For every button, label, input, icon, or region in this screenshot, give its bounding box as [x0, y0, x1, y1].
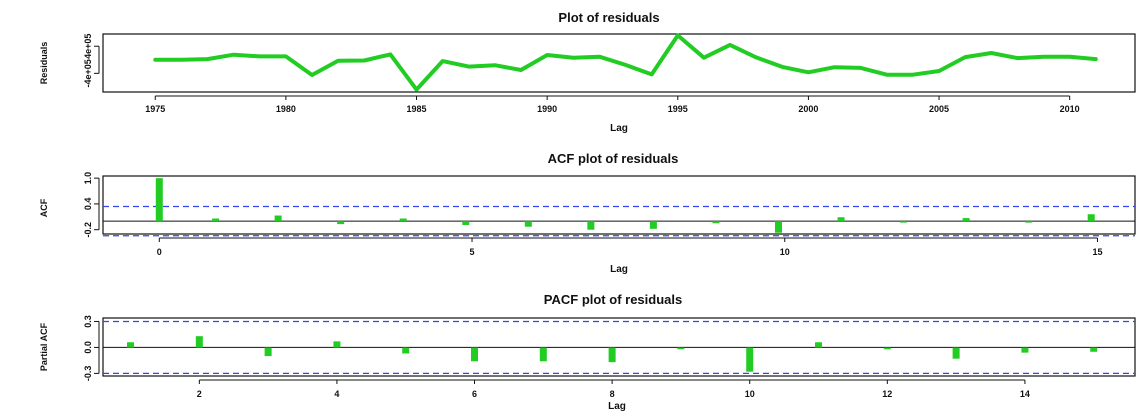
x-tick-label: 14 — [1020, 389, 1030, 399]
x-tick-label: 15 — [1092, 247, 1102, 257]
lag-bar — [1090, 347, 1098, 352]
acf-series — [103, 178, 1135, 237]
lag-bar — [274, 215, 282, 222]
residuals-plot-title: Plot of residuals — [558, 10, 659, 25]
lag-bar — [127, 342, 135, 348]
x-tick-label: 4 — [334, 389, 339, 399]
x-tick-label: 1995 — [668, 104, 688, 114]
y-tick-label: 0.3 — [83, 315, 93, 328]
x-tick-label: 5 — [470, 247, 475, 257]
lag-bar — [462, 221, 470, 225]
x-tick-label: 1990 — [537, 104, 557, 114]
y-tick-label: -4e+05 — [83, 59, 93, 87]
y-tick-label: -0.3 — [83, 366, 93, 382]
x-tick-label: 2005 — [929, 104, 949, 114]
x-tick-label: 8 — [610, 389, 615, 399]
residuals-plot-frame — [102, 33, 1136, 93]
lag-bar — [712, 221, 720, 224]
lag-bar — [195, 336, 203, 348]
residuals-series — [153, 33, 1098, 92]
acf-x-axis: 0 5 10 15 — [157, 237, 1102, 257]
y-tick-label: 1.0 — [83, 172, 93, 185]
x-tick-label: 1980 — [276, 104, 296, 114]
lag-bar — [155, 178, 163, 222]
residuals-x-label: Lag — [610, 123, 628, 134]
residuals-panel: Plot of residuals 1975 1980 1985 1990 1995 20… — [39, 10, 1136, 134]
pacf-y-label: Partial ACF — [39, 322, 49, 371]
lag-bar — [837, 217, 845, 222]
acf-y-axis: -0.2 0.4 1.0 — [83, 172, 100, 238]
pacf-panel: PACF plot of residuals 2 4 6 8 10 12 14 -0.3 0.… — [39, 292, 1136, 412]
lag-bar — [1021, 347, 1029, 353]
x-tick-label: 0 — [157, 247, 162, 257]
x-tick-label: 2010 — [1060, 104, 1080, 114]
lag-bar — [746, 347, 754, 372]
lag-bar — [952, 347, 960, 359]
lag-bar — [402, 347, 410, 354]
lag-bar — [649, 221, 657, 229]
lag-bar — [539, 347, 547, 362]
y-tick-label: 0.0 — [83, 341, 93, 354]
residuals-x-axis: 1975 1980 1985 1990 1995 2000 2005 2010 — [145, 95, 1080, 114]
pacf-x-axis: 2 4 6 8 10 12 14 — [197, 379, 1030, 399]
lag-bar — [524, 221, 532, 227]
y-tick-label: 4e+05 — [83, 34, 93, 59]
acf-plot-frame — [102, 175, 1136, 235]
lag-bar — [333, 341, 341, 348]
y-tick-label: 0.4 — [83, 198, 93, 211]
lag-bar — [337, 221, 345, 225]
x-tick-label: 12 — [882, 389, 892, 399]
lag-bar — [883, 347, 891, 350]
lag-bar — [608, 347, 616, 363]
lag-bar — [264, 347, 272, 357]
x-tick-label: 1975 — [145, 104, 165, 114]
lag-bar — [399, 218, 407, 222]
lag-bar — [774, 221, 782, 233]
lag-bar — [962, 218, 970, 222]
lag-bar — [1087, 214, 1095, 222]
y-tick-label: -0.2 — [83, 222, 93, 238]
lag-bar — [1025, 221, 1033, 223]
residuals-y-label: Residuals — [39, 42, 49, 85]
x-tick-label: 1985 — [407, 104, 427, 114]
acf-plot-title: ACF plot of residuals — [548, 151, 679, 166]
x-tick-label: 2 — [197, 389, 202, 399]
x-tick-label: 2000 — [798, 104, 818, 114]
pacf-y-axis: -0.3 0.0 0.3 — [83, 315, 100, 382]
acf-panel: ACF plot of residuals 0 5 10 15 -0.20.41.0 … — [39, 151, 1136, 275]
x-tick-label: 10 — [780, 247, 790, 257]
pacf-x-label: Lag — [608, 401, 626, 412]
pacf-plot-title: PACF plot of residuals — [544, 292, 682, 307]
lag-bar — [471, 347, 479, 362]
lag-bar — [815, 342, 823, 348]
acf-y-label: ACF — [39, 198, 49, 217]
acf-x-label: Lag — [610, 264, 628, 275]
residuals-line — [153, 33, 1098, 92]
x-tick-label: 10 — [745, 389, 755, 399]
lag-bar — [677, 347, 685, 350]
pacf-series — [103, 320, 1135, 375]
lag-bar — [900, 221, 908, 223]
x-tick-label: 6 — [472, 389, 477, 399]
lag-bar — [212, 218, 220, 222]
lag-bar — [587, 221, 595, 230]
